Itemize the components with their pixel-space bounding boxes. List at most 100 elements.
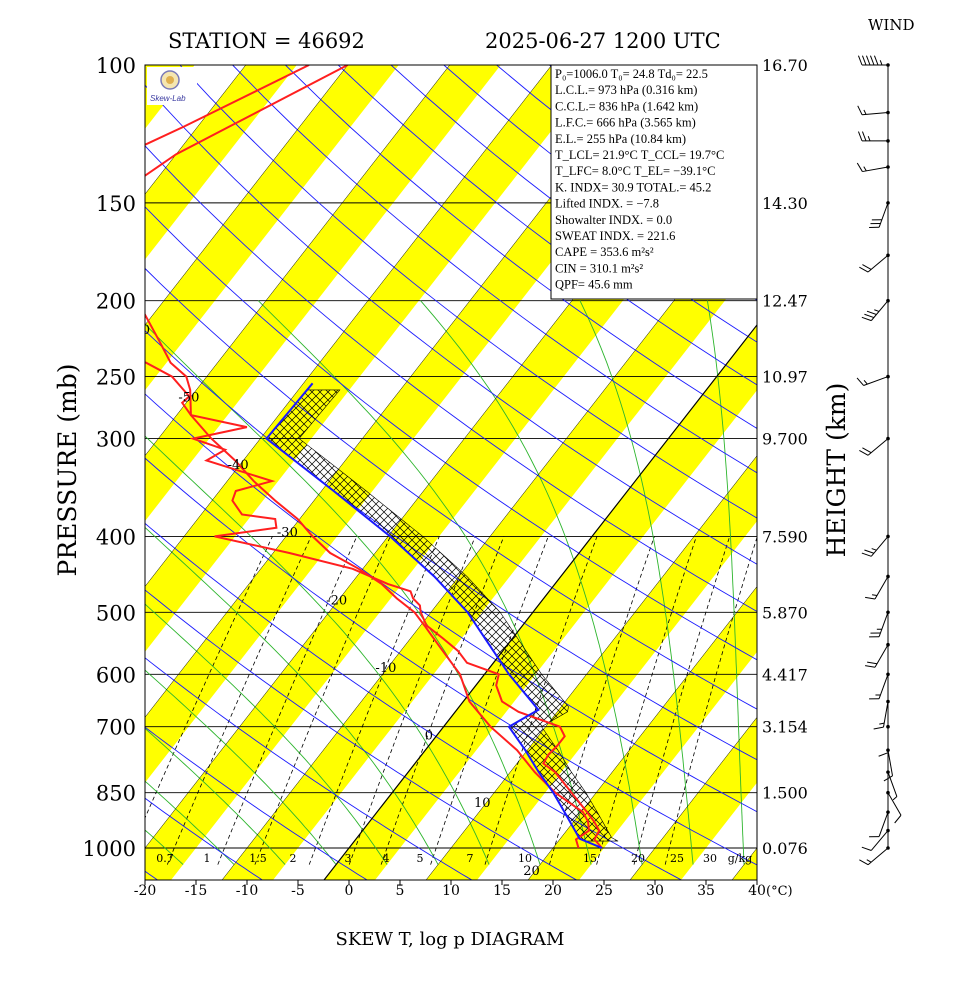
- wind-barb-flag: [867, 662, 877, 664]
- wind-barb-flag: [858, 106, 862, 115]
- isotherm-label: 30: [572, 931, 589, 946]
- isotherm-band: [936, 0, 960, 880]
- height-tick-label: 5.870: [762, 603, 808, 622]
- pressure-tick-label: 300: [96, 428, 136, 452]
- wind-barb-flag: [859, 860, 868, 865]
- wind-barb-flag: [857, 378, 864, 386]
- height-tick-label: 7.590: [762, 527, 808, 546]
- wind-barb-flag: [874, 727, 884, 729]
- isotherm-label: -70: [80, 255, 101, 270]
- y2-axis-label: HEIGHT (km): [822, 383, 851, 558]
- temperature-tick-label: -5: [291, 883, 305, 899]
- isotherm-label: -90: [0, 120, 2, 135]
- isotherm-label: -40: [228, 458, 249, 473]
- index-line: C.C.L.= 836 hPa (1.642 km): [555, 99, 698, 113]
- mixing-ratio-label: 3: [345, 852, 352, 865]
- station-title: STATION = 46692: [168, 29, 365, 53]
- wind-barb: [879, 812, 888, 836]
- temperature-tick-label: 35: [697, 883, 715, 899]
- pressure-tick-label: 500: [96, 601, 136, 625]
- wind-barb-flag: [879, 753, 888, 757]
- mixing-ratio-label: 25: [670, 852, 684, 865]
- temperature-tick-label: 30: [646, 883, 664, 899]
- logo-text: Skew-Lab: [150, 94, 186, 103]
- height-tick-label: 4.417: [762, 665, 808, 684]
- diagram-title: SKEW T, log p DIAGRAM: [336, 929, 565, 950]
- wind-barb-half: [864, 110, 866, 115]
- wind-barb-flag: [864, 550, 873, 553]
- wind-barb-half: [879, 723, 884, 724]
- wind-barb: [888, 793, 901, 816]
- pressure-tick-label: 1000: [83, 837, 136, 861]
- pressure-tick-label: 400: [96, 525, 136, 549]
- index-line: T_LFC= 8.0°C T_EL= −39.1°C: [555, 164, 715, 178]
- wind-profile: [857, 56, 901, 865]
- temperature-tick-label: 0: [345, 883, 354, 899]
- isotherm-label: -10: [375, 661, 396, 676]
- wind-barb-flag: [862, 317, 871, 320]
- mixing-ratio-label: 5: [417, 852, 424, 865]
- mixing-ratio-label: 10: [518, 852, 532, 865]
- isotherm-label: -50: [178, 390, 199, 405]
- wind-barb-half: [880, 60, 882, 65]
- height-tick-label: 16.70: [762, 56, 808, 75]
- pressure-tick-label: 100: [96, 54, 136, 78]
- wind-barb-half: [867, 860, 871, 862]
- index-line: Lifted INDX. = −7.8: [555, 197, 659, 211]
- isotherm-band: [0, 0, 50, 880]
- wind-barb-flag: [858, 132, 862, 141]
- height-tick-label: 1.500: [762, 784, 808, 803]
- temperature-tick-label: -20: [134, 883, 157, 899]
- height-tick-label: 3.154: [762, 718, 808, 737]
- isotherm-label: -60: [129, 323, 150, 338]
- temperature-tick-label: 15: [493, 883, 511, 899]
- dry-adiabat: [761, 65, 960, 880]
- index-line: Showalter INDX. = 0.0: [555, 213, 672, 227]
- wind-barb-flag: [862, 56, 866, 65]
- pressure-tick-label: 150: [96, 192, 136, 216]
- temperature-tick-label: 10: [442, 883, 460, 899]
- logo: Skew-Lab: [147, 67, 197, 105]
- wind-barb-flag: [859, 450, 868, 455]
- mixing-ratio-label: 2: [290, 852, 297, 865]
- datetime-title: 2025-06-27 1200 UTC: [485, 29, 721, 53]
- pressure-tick-label: 200: [96, 290, 136, 314]
- wind-barb-flag: [874, 56, 878, 65]
- temperature-tick-label: -10: [236, 883, 259, 899]
- wind-barb-flag: [867, 311, 876, 314]
- pressure-tick-label: 250: [96, 366, 136, 390]
- wind-barb-half: [864, 167, 867, 171]
- wind-barb-half: [868, 136, 870, 141]
- temperature-tick-label: 20: [544, 883, 562, 899]
- temperature-tick-label: 40: [748, 883, 766, 899]
- height-tick-label: 0.076: [762, 839, 808, 858]
- wind-title: WIND: [868, 16, 915, 34]
- index-box: P₀=1006.0 T₀= 24.8 Td₀= 22.5L.C.L.= 973 …: [551, 65, 757, 299]
- wind-barb-flag: [895, 815, 901, 823]
- temperature-tick-label: 5: [396, 883, 405, 899]
- isotherm-line: [936, 0, 960, 880]
- index-line: T_LCL= 21.9°C T_CCL= 19.7°C: [555, 148, 724, 162]
- y-axis-label: PRESSURE (mb): [53, 363, 82, 576]
- temperature-tick-label: 25: [595, 883, 613, 899]
- isotherm-label: -30: [277, 526, 298, 541]
- pressure-tick-label: 700: [96, 716, 136, 740]
- mixing-ratio-label: 4: [383, 852, 390, 865]
- index-line: CIN = 310.1 m²s²: [555, 261, 643, 275]
- wind-barb-flag: [859, 267, 868, 272]
- wind-barb-flag: [862, 265, 871, 270]
- isotherm-label: 0: [425, 729, 433, 744]
- wind-barb-flag: [862, 553, 871, 556]
- wind-barb-half: [893, 797, 897, 800]
- isotherm-band: [834, 0, 960, 880]
- isotherm-label: -80: [31, 188, 52, 203]
- wind-barb-flag: [858, 56, 862, 65]
- wind-barb: [871, 831, 888, 851]
- x-axis-unit: (°C): [766, 884, 793, 899]
- wind-barb-flag: [862, 847, 871, 850]
- index-line: L.F.C.= 666 hPa (3.565 km): [555, 116, 696, 130]
- mixing-ratio-label: 1: [204, 852, 211, 865]
